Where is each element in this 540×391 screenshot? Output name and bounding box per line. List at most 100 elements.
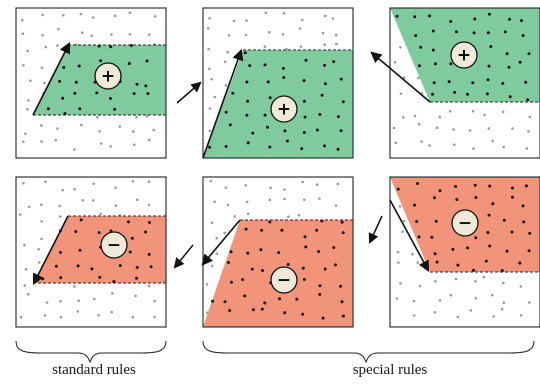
move-arrow xyxy=(201,219,241,266)
particle-dot xyxy=(527,249,531,253)
empty-dot xyxy=(152,128,156,132)
empty-dot xyxy=(81,199,84,202)
particle-dot xyxy=(320,93,324,97)
empty-dot xyxy=(297,214,301,217)
empty-dot xyxy=(246,212,250,216)
empty-dot xyxy=(59,215,62,218)
caption-special-rules: special rules xyxy=(352,362,428,378)
particle-dot xyxy=(300,147,304,151)
empty-dot xyxy=(99,212,102,216)
empty-dot xyxy=(24,268,28,271)
particle-dot xyxy=(341,231,345,235)
empty-dot xyxy=(207,47,210,51)
particle-dot xyxy=(340,220,344,224)
empty-dot xyxy=(38,261,41,264)
minus-sign-icon: − xyxy=(100,231,128,259)
particle-dot xyxy=(229,280,233,284)
particle-dot xyxy=(268,96,272,100)
empty-dot xyxy=(93,297,96,301)
particle-dot xyxy=(286,263,290,266)
particle-dot xyxy=(77,64,81,68)
empty-dot xyxy=(73,187,76,191)
particle-dot xyxy=(301,266,305,270)
caption-standard-rules: standard rules xyxy=(52,362,136,378)
particle-dot xyxy=(341,100,345,104)
particle-dot xyxy=(112,280,116,284)
empty-dot xyxy=(287,215,290,219)
empty-dot xyxy=(245,200,249,204)
empty-dot xyxy=(323,43,327,46)
empty-dot xyxy=(41,33,44,37)
particle-dot xyxy=(471,81,475,85)
empty-dot xyxy=(40,140,43,143)
empty-dot xyxy=(399,92,403,95)
particle-dot xyxy=(510,230,514,234)
empty-dot xyxy=(45,301,49,304)
sign-label: − xyxy=(458,214,472,234)
particle-dot xyxy=(74,80,78,84)
empty-dot xyxy=(474,296,478,300)
particle-dot xyxy=(59,276,63,280)
particle-dot xyxy=(455,30,458,34)
empty-dot xyxy=(298,27,302,30)
empty-dot xyxy=(395,297,399,300)
particle-dot xyxy=(321,316,325,320)
particle-dot xyxy=(283,129,287,133)
empty-dot xyxy=(136,198,139,201)
particle-dot xyxy=(263,113,267,117)
move-arrow xyxy=(32,42,71,116)
region-red xyxy=(33,216,166,283)
empty-dot xyxy=(399,46,402,49)
particle-dot xyxy=(456,263,460,267)
empty-dot xyxy=(233,215,236,218)
particle-dot xyxy=(486,31,490,35)
empty-dot xyxy=(268,198,272,202)
empty-dot xyxy=(76,310,80,313)
particle-dot xyxy=(304,245,308,249)
particle-dot xyxy=(500,269,504,273)
particle-dot xyxy=(283,311,287,315)
particle-dot xyxy=(473,183,477,187)
empty-dot xyxy=(153,315,156,319)
empty-dot xyxy=(416,261,420,264)
empty-dot xyxy=(502,301,506,305)
empty-dot xyxy=(392,126,396,130)
empty-dot xyxy=(527,130,530,133)
empty-dot xyxy=(113,14,117,18)
particle-dot xyxy=(251,308,255,312)
panel-bottom-right: − xyxy=(389,176,540,328)
particle-dot xyxy=(285,139,289,143)
empty-dot xyxy=(23,243,26,247)
particle-dot xyxy=(417,235,421,239)
empty-dot xyxy=(438,299,442,302)
empty-dot xyxy=(43,81,46,85)
particle-dot xyxy=(484,259,488,263)
particle-dot xyxy=(449,62,453,66)
particle-dot xyxy=(127,220,130,224)
empty-dot xyxy=(26,49,30,53)
particle-dot xyxy=(518,60,522,64)
panel-frame xyxy=(389,7,540,159)
particle-dot xyxy=(526,98,530,102)
empty-dot xyxy=(61,188,64,192)
particle-dot xyxy=(431,29,435,33)
empty-dot xyxy=(80,31,84,34)
particle-dot xyxy=(244,227,248,231)
particle-dot xyxy=(281,66,285,70)
empty-dot xyxy=(58,204,61,208)
particle-dot xyxy=(511,186,514,190)
particle-dot xyxy=(79,218,83,222)
particle-dot xyxy=(414,34,418,38)
empty-dot xyxy=(453,143,456,146)
particle-dot xyxy=(304,58,308,62)
empty-dot xyxy=(244,33,248,37)
empty-dot xyxy=(147,203,151,207)
empty-dot xyxy=(23,284,27,287)
particle-dot xyxy=(416,182,419,185)
panel-bottom-middle: − xyxy=(201,176,354,328)
empty-dot xyxy=(111,292,114,295)
particle-dot xyxy=(118,264,122,268)
particle-dot xyxy=(128,250,132,254)
empty-dot xyxy=(420,140,423,143)
